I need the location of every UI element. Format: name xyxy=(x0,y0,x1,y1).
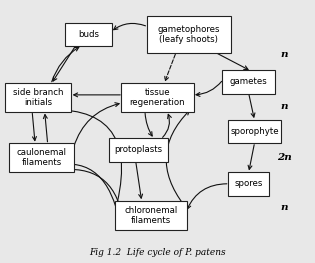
Text: caulonemal
filaments: caulonemal filaments xyxy=(16,148,66,167)
FancyBboxPatch shape xyxy=(146,16,231,53)
FancyBboxPatch shape xyxy=(228,172,269,196)
Text: 2n: 2n xyxy=(277,153,292,162)
FancyBboxPatch shape xyxy=(5,83,71,112)
Text: n: n xyxy=(281,203,288,212)
FancyBboxPatch shape xyxy=(9,143,74,172)
Text: sporophyte: sporophyte xyxy=(230,127,279,136)
Text: protoplasts: protoplasts xyxy=(115,145,163,154)
FancyBboxPatch shape xyxy=(228,120,281,143)
Text: gametes: gametes xyxy=(230,77,267,86)
Text: spores: spores xyxy=(234,179,263,188)
Text: n: n xyxy=(281,50,288,59)
Text: side branch
initials: side branch initials xyxy=(13,88,64,107)
Text: chloronemal
filaments: chloronemal filaments xyxy=(125,205,178,225)
Text: n: n xyxy=(281,102,288,111)
FancyBboxPatch shape xyxy=(222,70,275,94)
FancyBboxPatch shape xyxy=(65,23,112,47)
Text: buds: buds xyxy=(78,30,99,39)
FancyBboxPatch shape xyxy=(109,138,169,161)
Text: Fig 1.2  Life cycle of P. patens: Fig 1.2 Life cycle of P. patens xyxy=(89,248,226,257)
Text: tissue
regeneration: tissue regeneration xyxy=(130,88,185,107)
Text: gametophores
(leafy shoots): gametophores (leafy shoots) xyxy=(158,25,220,44)
FancyBboxPatch shape xyxy=(122,83,193,112)
FancyBboxPatch shape xyxy=(115,201,187,230)
